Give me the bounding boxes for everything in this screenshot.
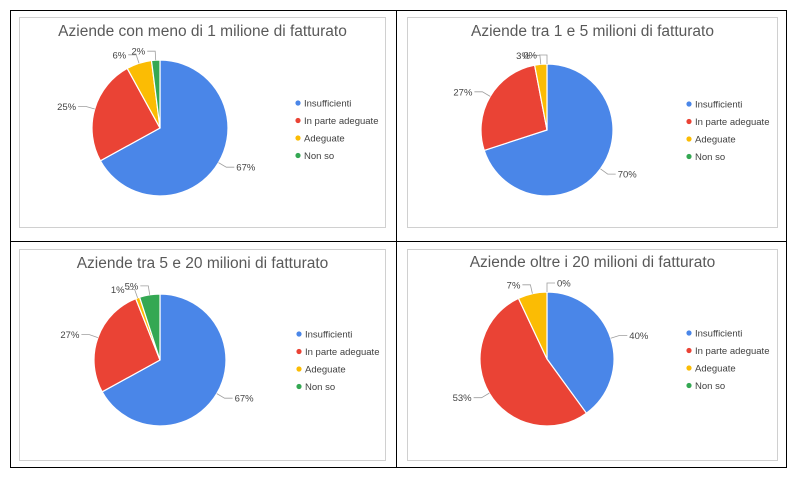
legend-entry: Insufficienti (304, 99, 351, 110)
legend-marker (296, 366, 302, 372)
legend-marker (296, 383, 302, 390)
legend-entry: Non so (305, 382, 335, 393)
legend-entry: In parte adeguate (695, 117, 769, 128)
legend-entry: Non so (695, 152, 725, 163)
data-label: 67% (236, 163, 256, 174)
pie-slice (91, 67, 161, 162)
legend-entry: Adeguate (695, 364, 736, 375)
pie-slice (480, 64, 548, 152)
table-grid (10, 10, 787, 468)
data-label: 53% (453, 393, 473, 404)
leader-line (539, 54, 548, 64)
legend-marker (295, 135, 301, 141)
leader-line (600, 168, 616, 175)
legend-marker (296, 348, 302, 355)
legend-entry: Adeguate (304, 134, 345, 145)
data-label: 3% (516, 51, 530, 62)
pie-slice (150, 59, 161, 129)
legend-entry: Non so (695, 381, 725, 392)
data-label: 6% (112, 50, 126, 61)
leader-line (126, 288, 138, 299)
data-label: 27% (60, 330, 80, 341)
leader-line (473, 392, 490, 399)
leader-line (81, 334, 99, 338)
legend-marker (686, 136, 692, 142)
pie-slice (479, 297, 588, 427)
legend-marker (295, 117, 301, 124)
legend-entry: Insufficienti (695, 100, 742, 111)
legend-marker (686, 382, 692, 389)
leader-line (546, 282, 555, 292)
leader-line (522, 284, 533, 294)
data-label: 25% (57, 102, 77, 113)
legend-entry: In parte adeguate (305, 347, 379, 358)
legend-marker (686, 118, 692, 125)
legend-marker (686, 330, 692, 336)
data-label: 5% (125, 281, 139, 292)
legend-marker (295, 152, 301, 159)
legend-entry: Adeguate (695, 135, 736, 146)
leader-line (147, 50, 157, 61)
chart-title: Aziende oltre i 20 milioni di fatturato (470, 254, 716, 271)
grid-horizontal-divider (10, 241, 787, 242)
legend-entry: In parte adeguate (304, 116, 378, 127)
pie-slice (138, 293, 161, 361)
legend-marker (686, 153, 692, 160)
legend-marker (295, 100, 301, 106)
data-label: 1% (111, 285, 125, 296)
pie-slice (546, 291, 615, 415)
leader-line (140, 285, 151, 295)
data-label: 70% (618, 170, 638, 181)
legend-entry: Adeguate (305, 365, 346, 376)
data-label: 40% (629, 331, 649, 342)
grid-vertical-divider (396, 10, 397, 468)
data-label: 67% (235, 394, 255, 405)
legend-marker (686, 347, 692, 354)
leader-line (474, 91, 491, 97)
data-label: 0% (557, 279, 571, 290)
legend-entry: Insufficienti (695, 329, 742, 340)
legend-entry: Non so (304, 151, 334, 162)
leader-line (218, 162, 235, 168)
leader-line (610, 335, 628, 339)
pie-slice (483, 63, 614, 197)
data-label: 27% (453, 87, 473, 98)
data-label: 2% (131, 47, 145, 58)
leader-line (128, 54, 140, 64)
leader-line (78, 106, 95, 110)
legend-entry: In parte adeguate (695, 346, 769, 357)
legend-entry: Insufficienti (305, 330, 352, 341)
chart-title: Aziende tra 5 e 20 milioni di fatturato (77, 255, 329, 272)
data-label: 0% (523, 51, 537, 62)
chart-title: Aziende tra 1 e 5 milioni di fatturato (471, 23, 714, 40)
data-label: 7% (507, 280, 521, 291)
chart-title: Aziende con meno di 1 milione di fattura… (58, 23, 347, 40)
legend-marker (686, 101, 692, 107)
legend-marker (686, 365, 692, 371)
pie-slice (93, 297, 161, 393)
leader-line (216, 393, 233, 399)
legend-marker (296, 331, 302, 337)
